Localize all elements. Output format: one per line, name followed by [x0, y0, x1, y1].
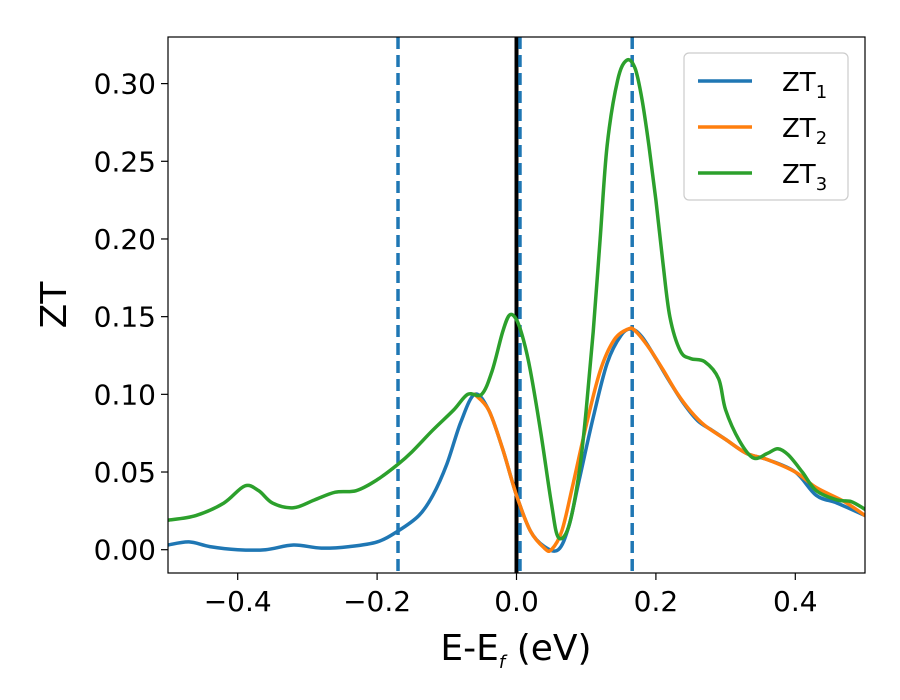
- legend-label: ZT2: [782, 114, 827, 149]
- x-axis-title: E-Ef (eV): [440, 628, 591, 673]
- x-tick-label: −0.2: [343, 585, 411, 618]
- y-tick-label: 0.30: [94, 68, 156, 101]
- legend-label: ZT3: [782, 160, 827, 195]
- series-line-zt2: [472, 326, 865, 553]
- legend-frame: [683, 52, 849, 201]
- x-tick-label: −0.4: [204, 585, 272, 618]
- y-tick-label: 0.00: [94, 534, 156, 567]
- y-tick-label: 0.15: [94, 301, 156, 334]
- y-tick-label: 0.25: [94, 145, 156, 178]
- legend-label: ZT1: [782, 68, 827, 103]
- x-tick-label: 0.0: [494, 585, 539, 618]
- series-line-zt3: [168, 57, 865, 541]
- y-axis-title: ZT: [34, 281, 75, 329]
- y-tick-label: 0.10: [94, 378, 156, 411]
- x-tick-label: 0.2: [634, 585, 679, 618]
- x-tick-label: 0.4: [773, 585, 818, 618]
- y-tick-label: 0.20: [94, 223, 156, 256]
- y-tick-label: 0.05: [94, 456, 156, 489]
- legend: ZT1 ZT2 ZT3: [683, 52, 849, 201]
